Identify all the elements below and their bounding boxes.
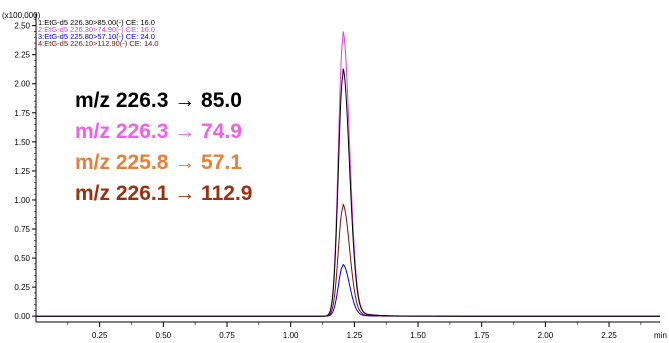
y-tick-label: 1.50 <box>14 138 30 147</box>
y-tick-label: 1.00 <box>14 196 30 205</box>
y-tick-label: 0.00 <box>14 312 30 321</box>
series-line-3 <box>36 263 660 317</box>
x-tick-label: 0.75 <box>219 331 235 340</box>
y-tick-label: 2.00 <box>14 80 30 89</box>
transition-annotation: m/z 226.1 → 112.9 <box>75 182 252 205</box>
legend-entry: 3:EtG-d5 225.80>57.10(-) CE: 24.0 <box>38 32 155 41</box>
y-tick-label: 1.75 <box>14 109 30 118</box>
y-tick-label: 2.25 <box>14 51 30 60</box>
legend-entry: 4:EtG-d5 226.10>112.90(-) CE: 14.0 <box>38 39 159 48</box>
y-tick-label: 0.25 <box>14 283 30 292</box>
y-tick-label: 1.25 <box>14 167 30 176</box>
legend-entry: 1:EtG-d5 226.30>85.00(-) CE: 16.0 <box>38 18 155 27</box>
x-tick-label: 0.50 <box>156 331 172 340</box>
y-multiplier-label: (x100,000) <box>2 11 41 20</box>
tick-marks: 0.00 0.25 0.50 0.75 1.00 1.25 1.50 1.75 2.00 2.25… <box>14 13 642 340</box>
annotations: m/z 226.3 → 85.0 m/z 226.3 → 74.9 m/z 225.… <box>75 89 252 205</box>
series-lines <box>36 31 660 317</box>
y-tick-label: 0.75 <box>14 225 30 234</box>
y-tick-label: 0.50 <box>14 254 30 263</box>
series-line-4 <box>36 203 660 317</box>
transition-annotation: m/z 226.3 → 74.9 <box>75 120 242 143</box>
x-tick-label: 0.25 <box>92 331 108 340</box>
legend: 1:EtG-d5 226.30>85.00(-) CE: 16.02:EtG-d… <box>38 18 159 48</box>
legend-entry: 2:EtG-d5 226.30>74.90(-) CE: 16.0 <box>38 25 155 34</box>
x-tick-label: 2.00 <box>538 331 554 340</box>
transition-annotation: m/z 226.3 → 85.0 <box>75 89 242 112</box>
x-tick-label: 2.25 <box>601 331 617 340</box>
x-unit-label: min <box>654 331 667 340</box>
axes <box>35 14 660 323</box>
y-tick-label: 2.50 <box>14 22 30 31</box>
transition-annotation: m/z 225.8 → 57.1 <box>75 151 242 174</box>
series-line-1 <box>36 68 660 317</box>
x-tick-label: 1.75 <box>474 331 490 340</box>
x-tick-label: 1.00 <box>283 331 299 340</box>
x-tick-label: 1.50 <box>410 331 426 340</box>
x-tick-label: 1.25 <box>347 331 363 340</box>
